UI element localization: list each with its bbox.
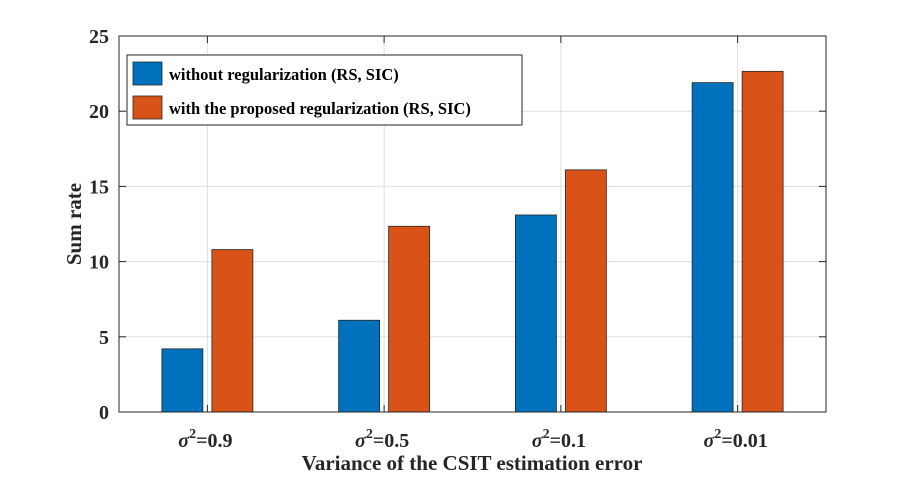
bar-without-regularization-2 <box>514 214 557 413</box>
bars <box>161 70 784 413</box>
x-axis-title: Variance of the CSIT estimation error <box>302 451 643 475</box>
y-tick-label: 0 <box>99 402 109 424</box>
x-tick-label: σ2=0.1 <box>532 427 586 452</box>
x-tick-label: σ2=0.01 <box>704 427 768 452</box>
bar-with-regularization-2 <box>564 169 607 413</box>
x-tick-label-symbol: σ <box>178 430 190 452</box>
legend-swatch-without-regularization <box>132 61 163 86</box>
x-tick-label-value: =0.1 <box>550 430 586 452</box>
x-tick-label-symbol: σ <box>532 430 544 452</box>
x-tick-label-superscript: 2 <box>366 427 373 442</box>
legend-label-without-regularization: without regularization (RS, SIC) <box>169 65 399 84</box>
legend-label-with-regularization: with the proposed regularization (RS, SI… <box>169 99 471 118</box>
x-tick-label-value: =0.01 <box>721 430 767 452</box>
x-tick-label-value: =0.5 <box>373 430 409 452</box>
legend-box <box>126 54 523 126</box>
x-tick-label: σ2=0.9 <box>178 427 232 452</box>
x-tick-label-superscript: 2 <box>543 427 550 442</box>
y-tick-label: 25 <box>89 26 109 48</box>
x-tick-label-value: =0.9 <box>196 430 232 452</box>
bar-with-regularization-0 <box>211 249 254 413</box>
axis-ticks <box>119 35 826 413</box>
bar-without-regularization-0 <box>161 348 204 413</box>
plot-frame <box>118 35 827 413</box>
y-tick-label: 20 <box>89 101 109 123</box>
bar-without-regularization-3 <box>691 82 734 413</box>
bar-with-regularization-1 <box>388 225 431 413</box>
x-tick-label: σ2=0.5 <box>355 427 409 452</box>
bar-with-regularization-3 <box>741 70 784 413</box>
bar-without-regularization-1 <box>338 319 381 413</box>
y-tick-label: 15 <box>89 176 109 198</box>
legend: without regularization (RS, SIC) with th… <box>126 54 523 126</box>
x-tick-label-symbol: σ <box>704 430 716 452</box>
legend-swatch-with-regularization <box>132 95 163 120</box>
x-tick-label-superscript: 2 <box>189 427 196 442</box>
x-tick-label-superscript: 2 <box>714 427 721 442</box>
y-tick-label: 5 <box>99 327 109 349</box>
y-axis-title: Sum rate <box>62 183 86 265</box>
x-tick-label-symbol: σ <box>355 430 367 452</box>
y-tick-label: 10 <box>89 252 109 274</box>
